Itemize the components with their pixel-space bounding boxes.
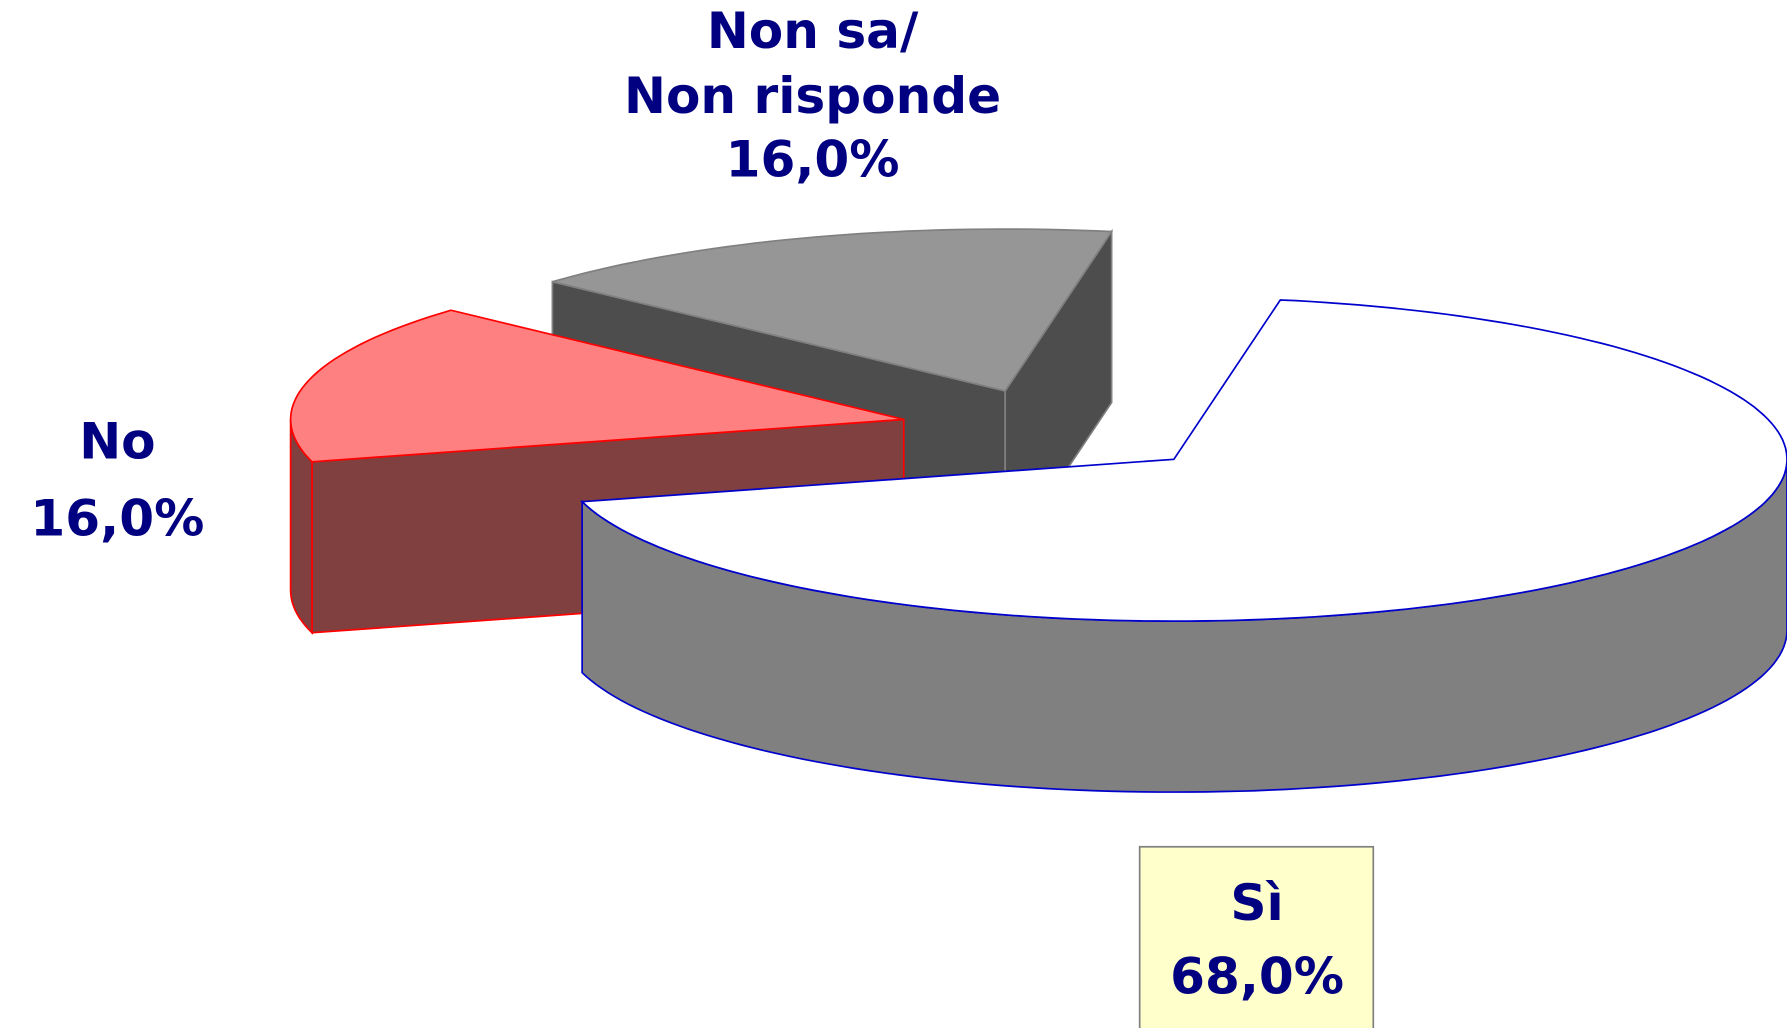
category-label: Sì	[1230, 873, 1283, 932]
category-label: No	[79, 411, 155, 470]
slice-top	[289, 309, 904, 463]
slice-top	[552, 228, 1114, 392]
slice-top	[580, 299, 1787, 622]
category-label-line: Sì	[1230, 873, 1283, 932]
value-label: 16,0%	[726, 129, 900, 188]
category-label-line: Non risponde	[624, 66, 1001, 125]
value-label: 68,0%	[1170, 947, 1344, 1006]
category-label-line: Non sa/	[707, 1, 919, 60]
category-label-line: No	[79, 411, 155, 470]
pie	[289, 228, 1787, 793]
category-label: Non sa/Non risponde	[624, 1, 1001, 125]
label-box	[1138, 845, 1375, 1028]
value-label: 16,0%	[30, 488, 204, 547]
